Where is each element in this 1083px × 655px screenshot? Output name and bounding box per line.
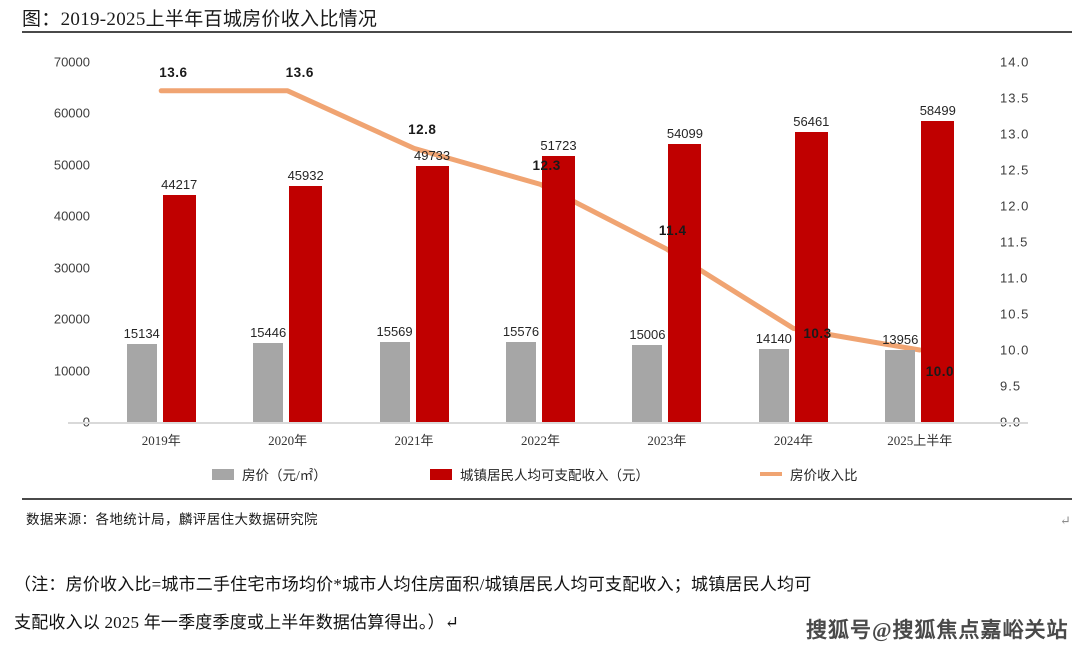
bar-label-house-price: 13956 — [882, 332, 919, 348]
bar-label-disposable-income: 44217 — [161, 176, 198, 192]
bar-group: 14140 56461 — [756, 62, 829, 422]
y-axis-right: 9.09.510.010.511.011.512.012.513.013.514… — [1000, 55, 1080, 430]
bar-house-price — [885, 350, 916, 422]
bar-label-disposable-income: 58499 — [919, 103, 956, 119]
bar-house-price — [758, 349, 789, 422]
page-title: 图：2019-2025上半年百城房价收入比情况 — [22, 9, 378, 30]
legend-swatch-icon — [760, 472, 782, 476]
bar-label-house-price: 15006 — [629, 326, 666, 342]
bar-group: 15446 45932 — [250, 62, 324, 422]
axis-baseline — [68, 422, 1028, 424]
bar-group: 15006 54099 — [629, 62, 703, 422]
bar-label-disposable-income: 49733 — [413, 148, 451, 164]
x-axis-label: 2022年 — [520, 433, 561, 448]
ratio-line-series — [158, 88, 923, 353]
bar-disposable-income — [542, 156, 575, 422]
plot-area: 15134 44217 15446 45932 15569 49733 15576 51723… — [98, 62, 983, 422]
bar-disposable-income — [794, 131, 828, 422]
legend-swatch-icon — [430, 468, 452, 480]
line-point-label: 12.3 — [532, 158, 561, 174]
bar-disposable-income — [921, 121, 955, 422]
bar-house-price — [126, 344, 157, 422]
bar-house-price — [253, 342, 284, 422]
legend-item[interactable]: 房价收入比 — [760, 464, 858, 484]
bar-group: 15134 44217 — [124, 62, 197, 422]
line-point-label: 10.0 — [925, 364, 955, 379]
bar-label-disposable-income: 56461 — [793, 113, 830, 129]
note-line-1: （注：房价收入比=城市二手住宅市场均价*城市人均住房面积/城镇居民人均可支配收入… — [14, 575, 812, 594]
x-axis-label: 2025上半年 — [887, 433, 953, 448]
bar-group: 15569 49733 — [376, 62, 450, 422]
line-point-label: 11.4 — [658, 223, 687, 239]
bar-group: 13956 58499 — [882, 62, 956, 422]
bar-label-disposable-income: 54099 — [666, 125, 703, 141]
line-point-label: 13.6 — [285, 64, 314, 80]
bar-house-price — [632, 344, 663, 422]
bar-disposable-income — [668, 143, 702, 422]
y-tick-right: 10.5 — [1000, 306, 1030, 322]
bar-disposable-income — [415, 166, 449, 422]
bar-disposable-income — [162, 194, 196, 422]
header-divider — [22, 31, 1072, 33]
legend-label: 城镇居民人均可支配收入（元） — [460, 468, 649, 483]
bar-label-house-price: 15576 — [502, 323, 540, 339]
chart-legend: 房价（元/㎡） 城镇居民人均可支配收入（元） 房价收入比 — [0, 464, 1083, 490]
y-tick-left: 20000 — [53, 311, 90, 327]
chart-area: 010000200003000040000500006000070000 9.0… — [0, 48, 1083, 496]
y-tick-right: 12.5 — [1000, 162, 1030, 178]
line-point-label: 12.8 — [408, 122, 437, 138]
bar-house-price — [379, 341, 410, 422]
y-tick-left: 10000 — [53, 363, 90, 379]
y-axis-left: 010000200003000040000500006000070000 — [8, 55, 90, 430]
legend-item[interactable]: 房价（元/㎡） — [212, 464, 327, 484]
legend-label: 房价（元/㎡） — [242, 468, 327, 483]
bar-label-disposable-income: 51723 — [540, 138, 577, 153]
legend-swatch-icon — [212, 468, 234, 480]
y-tick-left: 30000 — [53, 260, 90, 276]
bar-label-house-price: 15569 — [376, 323, 413, 339]
bar-label-house-price: 14140 — [755, 331, 792, 347]
bar-label-house-price: 15446 — [250, 324, 287, 340]
y-tick-left: 40000 — [53, 208, 90, 224]
y-tick-right: 9.5 — [1000, 378, 1022, 394]
chart-header: 图：2019-2025上半年百城房价收入比情况 — [0, 0, 1083, 34]
ratio-line — [158, 88, 923, 353]
x-axis-label: 2020年 — [268, 433, 308, 448]
watermark: 搜狐号@搜狐焦点嘉峪关站 — [806, 618, 1069, 642]
y-tick-right: 13.0 — [1000, 126, 1030, 142]
y-tick-right: 11.0 — [1000, 270, 1029, 286]
legend-label: 房价收入比 — [790, 468, 858, 483]
y-tick-right: 11.5 — [1000, 234, 1029, 250]
y-tick-right: 10.0 — [1000, 342, 1030, 358]
y-tick-right: 12.0 — [1000, 198, 1030, 214]
bar-label-disposable-income: 45932 — [287, 167, 324, 183]
y-tick-right: 13.5 — [1000, 90, 1030, 106]
pilcrow-mark: ↵ — [1060, 513, 1071, 528]
y-tick-left: 70000 — [53, 54, 90, 70]
legend-item[interactable]: 城镇居民人均可支配收入（元） — [430, 464, 649, 484]
y-tick-left: 60000 — [53, 105, 90, 121]
bar-label-house-price: 15134 — [123, 326, 160, 342]
x-axis-label: 2019年 — [141, 433, 181, 448]
y-tick-left: 50000 — [53, 157, 90, 173]
x-axis-label: 2023年 — [647, 433, 687, 448]
note-line-2: 支配收入以 2025 年一季度季度或上半年数据估算得出。）↵ — [14, 613, 460, 632]
footer-divider — [22, 498, 1072, 500]
bar-group: 15576 51723 — [503, 62, 577, 422]
x-axis-label: 2021年 — [394, 433, 434, 448]
x-axis-label: 2024年 — [773, 433, 813, 448]
data-source-text: 数据来源：各地统计局，麟评居住大数据研究院 — [26, 512, 318, 527]
y-tick-right: 14.0 — [1000, 54, 1030, 70]
line-point-label: 10.3 — [803, 326, 832, 342]
line-point-label: 13.6 — [159, 64, 188, 80]
bar-disposable-income — [289, 185, 323, 422]
bar-house-price — [506, 341, 536, 422]
